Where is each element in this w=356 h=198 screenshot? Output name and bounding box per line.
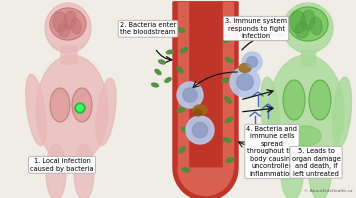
Ellipse shape [310,17,322,35]
Polygon shape [174,2,237,198]
Circle shape [183,88,197,102]
Text: 3. Immune system
responds to fight
infection: 3. Immune system responds to fight infec… [225,18,287,39]
Ellipse shape [179,88,187,92]
Ellipse shape [301,10,315,30]
Ellipse shape [268,55,344,169]
Ellipse shape [225,117,232,123]
Ellipse shape [64,11,76,29]
Ellipse shape [50,88,70,122]
Circle shape [177,82,203,108]
Ellipse shape [225,97,231,103]
Ellipse shape [36,55,108,165]
Ellipse shape [26,74,46,146]
Ellipse shape [177,108,185,112]
Circle shape [75,103,85,113]
Ellipse shape [223,38,231,42]
Circle shape [237,74,253,90]
Ellipse shape [45,3,91,53]
Ellipse shape [333,77,351,147]
Ellipse shape [72,88,92,122]
Bar [223,2,233,168]
Circle shape [242,52,262,72]
FancyBboxPatch shape [61,46,77,64]
Ellipse shape [165,78,171,82]
Ellipse shape [177,28,185,32]
Ellipse shape [159,60,165,64]
Ellipse shape [46,144,66,198]
Ellipse shape [58,23,70,37]
Ellipse shape [291,126,321,146]
Polygon shape [178,168,233,195]
Text: 2. Bacteria enter
the bloodstream: 2. Bacteria enter the bloodstream [120,22,176,35]
Ellipse shape [152,83,158,87]
Ellipse shape [226,158,234,162]
Ellipse shape [53,12,67,32]
Ellipse shape [295,22,309,38]
Circle shape [246,56,257,68]
Ellipse shape [309,148,331,198]
Ellipse shape [182,127,189,133]
Text: 4. Bacteria and
immune cells
spread
throughout the
body causing
uncontrolled
inf: 4. Bacteria and immune cells spread thro… [246,126,298,177]
Ellipse shape [194,110,202,116]
Text: 5. Leads to
organ damage
and death, if
left untreated: 5. Leads to organ damage and death, if l… [292,148,340,176]
Ellipse shape [309,80,331,120]
Ellipse shape [225,57,232,63]
Ellipse shape [223,138,231,142]
Text: 1. Local infection
caused by bacteria: 1. Local infection caused by bacteria [30,158,94,171]
Ellipse shape [74,144,94,198]
Ellipse shape [222,78,230,82]
Ellipse shape [155,69,161,75]
Circle shape [77,105,83,111]
Circle shape [192,122,208,138]
Bar [178,2,188,168]
Ellipse shape [290,11,306,33]
Ellipse shape [193,105,207,115]
Ellipse shape [50,8,86,40]
Ellipse shape [180,47,188,53]
Ellipse shape [239,64,251,72]
Bar [301,50,315,66]
Ellipse shape [182,168,190,172]
Ellipse shape [283,3,333,53]
Ellipse shape [283,80,305,120]
Ellipse shape [179,147,185,153]
Polygon shape [174,168,237,198]
Ellipse shape [71,18,81,34]
Ellipse shape [261,77,279,147]
Ellipse shape [96,78,116,146]
Ellipse shape [288,7,328,41]
Text: © AboutKidsHealth.ca: © AboutKidsHealth.ca [304,189,352,193]
Ellipse shape [167,50,173,54]
Circle shape [230,67,260,97]
Polygon shape [173,2,238,198]
Ellipse shape [281,148,303,198]
Ellipse shape [177,67,183,73]
Circle shape [186,116,214,144]
